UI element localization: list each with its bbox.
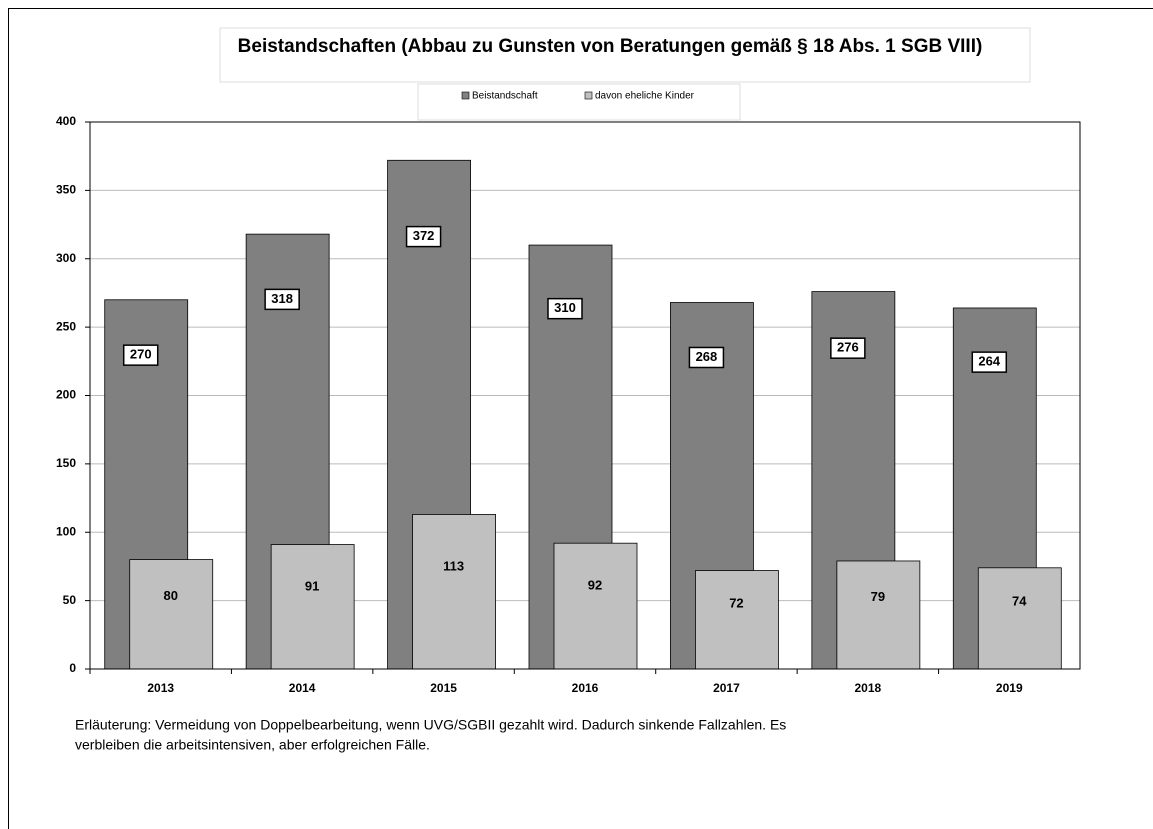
value-label: 318 xyxy=(271,291,293,306)
value-label: 372 xyxy=(413,228,435,243)
bar xyxy=(836,560,921,670)
y-tick-label: 0 xyxy=(69,661,76,675)
value-label: 310 xyxy=(554,300,576,315)
y-tick-label: 250 xyxy=(56,319,76,333)
legend-swatch xyxy=(584,91,593,100)
x-tick-label: 2015 xyxy=(430,681,457,695)
y-tick-label: 100 xyxy=(56,524,76,538)
bar xyxy=(695,570,779,670)
note: verbleiben die arbeitsintensiven, aber e… xyxy=(75,737,430,753)
x-tick-label: 2016 xyxy=(572,681,599,695)
legend-label: davon eheliche Kinder xyxy=(595,91,695,102)
value-label-box xyxy=(688,346,725,369)
value-label: 270 xyxy=(130,347,152,362)
value-label-box xyxy=(830,337,866,359)
value-label-box xyxy=(405,225,442,248)
bar xyxy=(270,544,355,670)
value-label: 264 xyxy=(978,354,1000,369)
legend-box xyxy=(417,83,741,121)
value-label-box xyxy=(122,344,159,366)
y-tick-label: 350 xyxy=(56,183,76,197)
value-label: 91 xyxy=(305,578,319,593)
value-label: 268 xyxy=(696,349,718,364)
note: Erläuterung: Vermeidung von Doppelbearbe… xyxy=(75,717,786,733)
legend-label: Beistandschaft xyxy=(472,91,538,102)
value-label: 72 xyxy=(729,595,743,610)
y-tick-label: 50 xyxy=(63,593,77,607)
bar xyxy=(977,567,1062,670)
chart-title: Beistandschaften (Abbau zu Gunsten von B… xyxy=(238,36,983,57)
value-label: 92 xyxy=(588,577,602,592)
y-tick-label: 150 xyxy=(56,456,76,470)
y-tick-label: 400 xyxy=(56,114,76,128)
value-label-box xyxy=(547,297,583,320)
bar xyxy=(553,542,638,670)
x-tick-label: 2019 xyxy=(996,681,1023,695)
title-box xyxy=(219,27,1031,83)
x-tick-label: 2017 xyxy=(713,681,740,695)
bar xyxy=(129,559,214,670)
x-tick-label: 2013 xyxy=(147,681,174,695)
y-tick-label: 200 xyxy=(56,388,76,402)
bar xyxy=(412,514,496,670)
value-label: 80 xyxy=(163,588,177,603)
x-tick-label: 2018 xyxy=(855,681,882,695)
x-tick-label: 2014 xyxy=(289,681,316,695)
y-tick-label: 300 xyxy=(56,251,76,265)
value-label: 74 xyxy=(1012,594,1027,609)
legend-swatch xyxy=(461,91,470,100)
value-label: 276 xyxy=(837,340,859,355)
value-label-box xyxy=(264,288,300,311)
value-label: 79 xyxy=(871,589,885,604)
value-label-box xyxy=(971,351,1008,373)
value-label: 113 xyxy=(443,558,464,573)
